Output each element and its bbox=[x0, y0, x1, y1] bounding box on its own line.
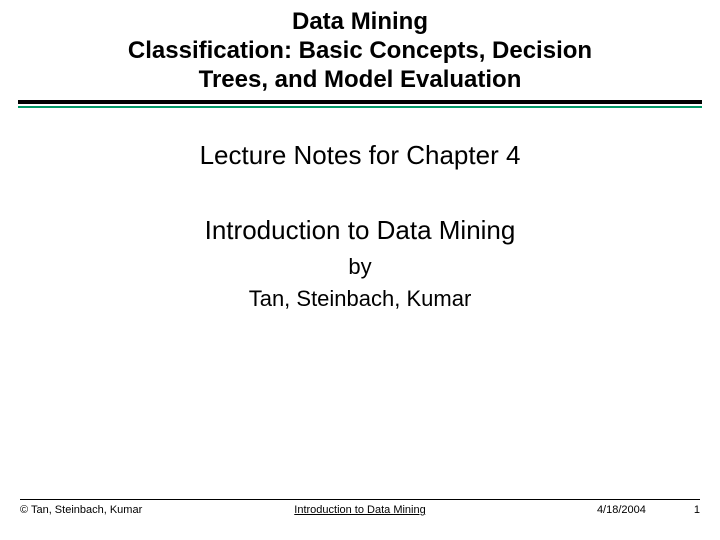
authors-line: Tan, Steinbach, Kumar bbox=[0, 286, 720, 312]
title-line-1: Data Mining bbox=[0, 8, 720, 37]
footer-date: 4/18/2004 bbox=[597, 504, 646, 516]
footer-right-group: 4/18/2004 1 bbox=[597, 504, 700, 516]
footer-page-number: 1 bbox=[694, 504, 700, 516]
footer-book-title: Introduction to Data Mining bbox=[294, 504, 425, 516]
title-block: Data Mining Classification: Basic Concep… bbox=[0, 0, 720, 94]
body-block: Lecture Notes for Chapter 4 Introduction… bbox=[0, 140, 720, 312]
title-line-2: Classification: Basic Concepts, Decision bbox=[0, 37, 720, 66]
by-line: by bbox=[0, 254, 720, 280]
slide: Data Mining Classification: Basic Concep… bbox=[0, 0, 720, 540]
footer-rule bbox=[20, 499, 700, 500]
book-title-line: Introduction to Data Mining bbox=[0, 215, 720, 246]
footer-copyright: © Tan, Steinbach, Kumar bbox=[20, 504, 142, 516]
footer-row: © Tan, Steinbach, Kumar Introduction to … bbox=[20, 502, 700, 516]
spacer bbox=[0, 171, 720, 215]
divider-thick-line bbox=[18, 100, 702, 104]
title-line-3: Trees, and Model Evaluation bbox=[0, 66, 720, 95]
title-divider bbox=[0, 100, 720, 112]
lecture-notes-line: Lecture Notes for Chapter 4 bbox=[0, 140, 720, 171]
divider-thin-line bbox=[18, 106, 702, 108]
footer: © Tan, Steinbach, Kumar Introduction to … bbox=[20, 502, 700, 516]
